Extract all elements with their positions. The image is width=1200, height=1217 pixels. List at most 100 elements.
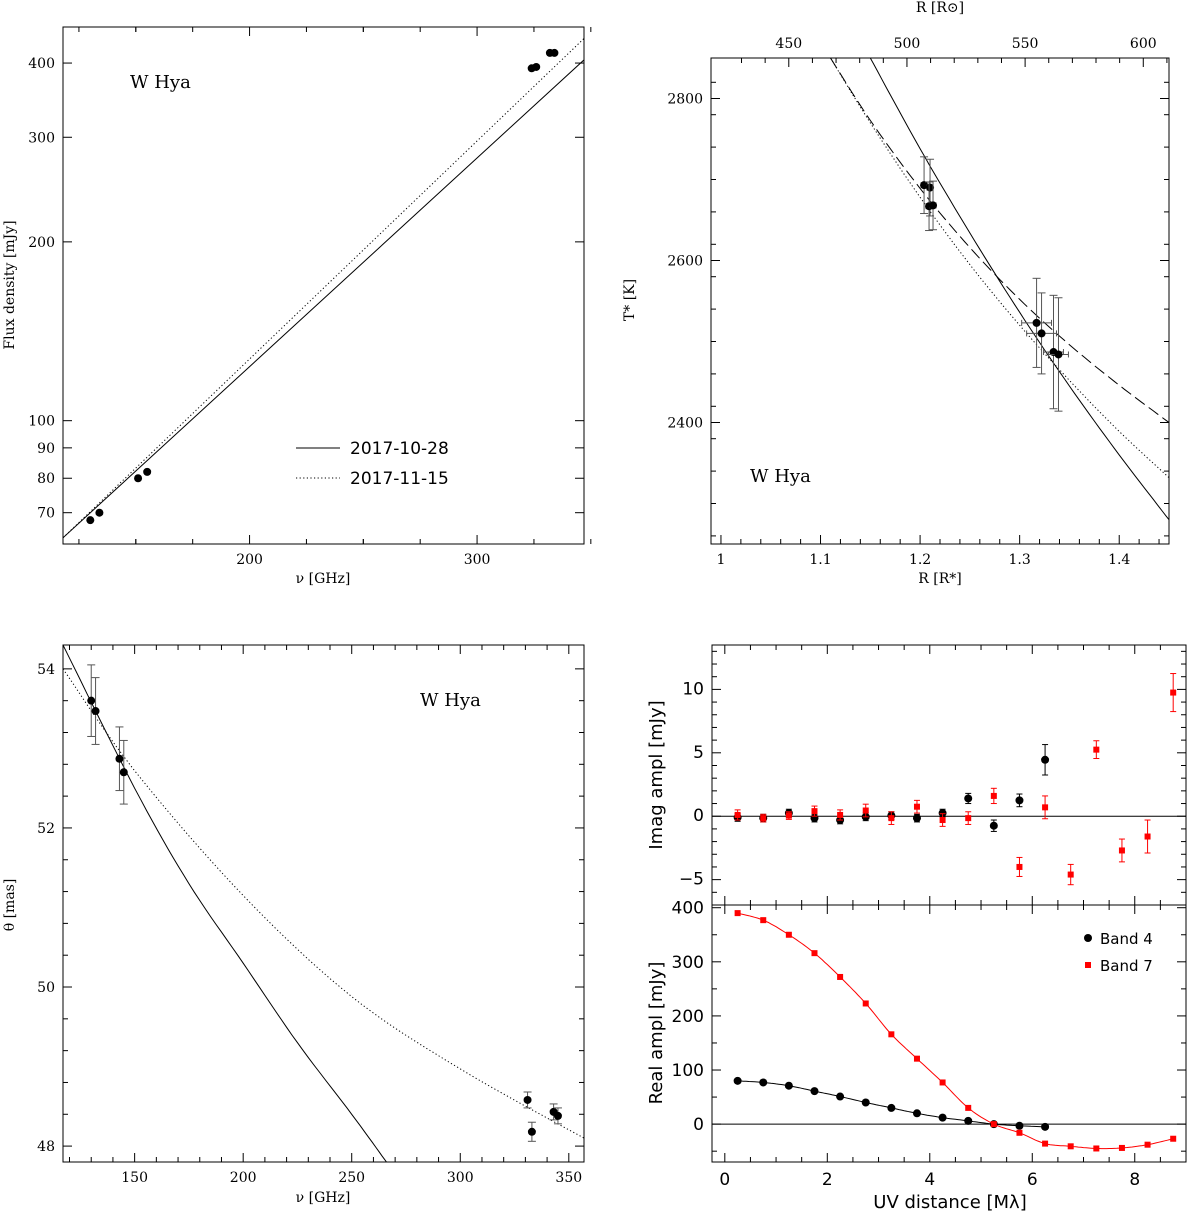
flux-density-panel: 200 300 70 80 90 100 200 300 400 W Hya Flux densit… bbox=[2, 26, 592, 587]
star-name-annotation: W Hya bbox=[750, 466, 811, 487]
data-point bbox=[95, 508, 104, 517]
x-axis-label: R [R*] bbox=[918, 571, 961, 587]
data-point bbox=[861, 1098, 870, 1107]
data-point bbox=[837, 811, 844, 818]
y-tick-label: 50 bbox=[37, 980, 55, 996]
y-tick-label: 90 bbox=[37, 441, 55, 457]
y-tick-label: 48 bbox=[37, 1139, 55, 1155]
x-tick-label: 1.4 bbox=[1108, 552, 1130, 568]
data-point bbox=[1054, 350, 1063, 359]
y-axis-label: Flux density [mJy] bbox=[2, 220, 18, 349]
y-tick-label: 54 bbox=[37, 662, 55, 678]
top-x-tick-label: 450 bbox=[775, 36, 802, 52]
x-tick-label: 1 bbox=[716, 552, 725, 568]
y-axis-label: T* [K] bbox=[622, 279, 638, 321]
x-tick-label: 250 bbox=[338, 1170, 365, 1186]
data-point bbox=[912, 814, 921, 823]
x-tick-label: 200 bbox=[236, 552, 263, 568]
data-point bbox=[532, 62, 541, 71]
x-tick-label: 8 bbox=[1129, 1170, 1140, 1190]
data-point bbox=[1118, 1144, 1125, 1151]
data-point bbox=[887, 1103, 896, 1112]
data-point bbox=[115, 754, 124, 763]
y-tick-label: 200 bbox=[28, 235, 55, 251]
top-x-tick-label: 500 bbox=[894, 36, 921, 52]
data-point bbox=[1032, 318, 1041, 327]
real-panel-frame bbox=[711, 904, 1187, 1163]
data-point bbox=[1042, 1140, 1049, 1147]
data-point bbox=[965, 1104, 972, 1111]
data-point bbox=[143, 467, 152, 476]
data-point bbox=[811, 950, 818, 957]
x-axis-label: UV distance [Mλ] bbox=[873, 1192, 1026, 1213]
data-point bbox=[1042, 804, 1049, 811]
data-point bbox=[1144, 1141, 1151, 1148]
data-point bbox=[785, 812, 792, 819]
data-point bbox=[86, 516, 95, 525]
data-point bbox=[836, 1092, 845, 1101]
data-point bbox=[938, 1113, 947, 1122]
data-point bbox=[1144, 833, 1151, 840]
x-tick-label: 300 bbox=[464, 552, 491, 568]
x-tick-label: 1.1 bbox=[809, 552, 831, 568]
y-tick-label: 0 bbox=[693, 1115, 704, 1135]
data-point bbox=[965, 815, 972, 822]
data-point bbox=[1037, 329, 1046, 338]
y-tick-label: −5 bbox=[679, 870, 704, 890]
data-point bbox=[990, 1121, 997, 1128]
y-tick-label: 2400 bbox=[667, 416, 703, 432]
data-point bbox=[1041, 1122, 1050, 1131]
y-tick-label: 2600 bbox=[667, 254, 703, 270]
data-point bbox=[784, 1081, 793, 1090]
y-tick-label: 52 bbox=[37, 821, 55, 837]
data-point bbox=[734, 811, 741, 818]
y-tick-label: 400 bbox=[672, 899, 704, 919]
data-point bbox=[760, 917, 767, 924]
flux-panel-frame bbox=[62, 26, 585, 545]
fit-curve-dashed bbox=[830, 58, 1169, 423]
x-axis-label: ν [GHz] bbox=[296, 571, 351, 587]
data-point bbox=[888, 815, 895, 822]
x-tick-label: 1.3 bbox=[1009, 552, 1031, 568]
imag-panel-frame bbox=[711, 644, 1187, 906]
data-point bbox=[837, 973, 844, 980]
data-point bbox=[523, 1095, 532, 1104]
imaginary-amplitude-panel: −5 0 5 10 Imag ampl [mJy] bbox=[646, 644, 1187, 906]
x-axis-label: ν [GHz] bbox=[296, 1190, 351, 1206]
data-point bbox=[734, 910, 741, 917]
y-tick-label: 300 bbox=[28, 130, 55, 146]
data-point bbox=[733, 1076, 742, 1085]
y-tick-label: 10 bbox=[682, 679, 704, 699]
temperature-panel: 1 1.1 1.2 1.3 1.4 2400 2600 2800 450 500 550 600 R [… bbox=[622, 0, 1170, 587]
data-point bbox=[1067, 1143, 1074, 1150]
data-point bbox=[553, 1111, 562, 1120]
angular-diameter-panel: 150 200 250 300 350 48 50 52 54 W Hya θ [mas] ν [GH… bbox=[2, 644, 585, 1206]
fit-curve-solid bbox=[63, 59, 584, 539]
data-point bbox=[912, 1109, 921, 1118]
x-tick-label: 300 bbox=[447, 1170, 474, 1186]
data-point bbox=[1016, 863, 1023, 870]
fit-curve-solid bbox=[63, 645, 387, 1162]
data-point bbox=[929, 201, 938, 210]
legend-label: 2017-11-15 bbox=[350, 469, 449, 489]
x-tick-label: 0 bbox=[719, 1170, 730, 1190]
x-tick-label: 2 bbox=[822, 1170, 833, 1190]
data-point bbox=[862, 807, 869, 814]
data-point bbox=[1041, 755, 1050, 764]
fit-curve-dotted bbox=[830, 58, 1169, 478]
data-point bbox=[785, 931, 792, 938]
star-name-annotation: W Hya bbox=[130, 72, 191, 93]
y-axis-label: θ [mas] bbox=[2, 879, 18, 932]
y-tick-label: 200 bbox=[672, 1007, 704, 1027]
data-point bbox=[759, 1078, 768, 1087]
top-axis-label: R [R⊙] bbox=[916, 0, 964, 16]
data-point bbox=[91, 707, 100, 716]
top-x-tick-label: 600 bbox=[1130, 36, 1157, 52]
fit-curve-dotted bbox=[63, 668, 584, 1139]
data-point bbox=[1170, 689, 1177, 696]
data-point bbox=[527, 1127, 536, 1136]
x-tick-label: 150 bbox=[121, 1170, 148, 1186]
data-point bbox=[550, 48, 559, 57]
data-point bbox=[939, 817, 946, 824]
